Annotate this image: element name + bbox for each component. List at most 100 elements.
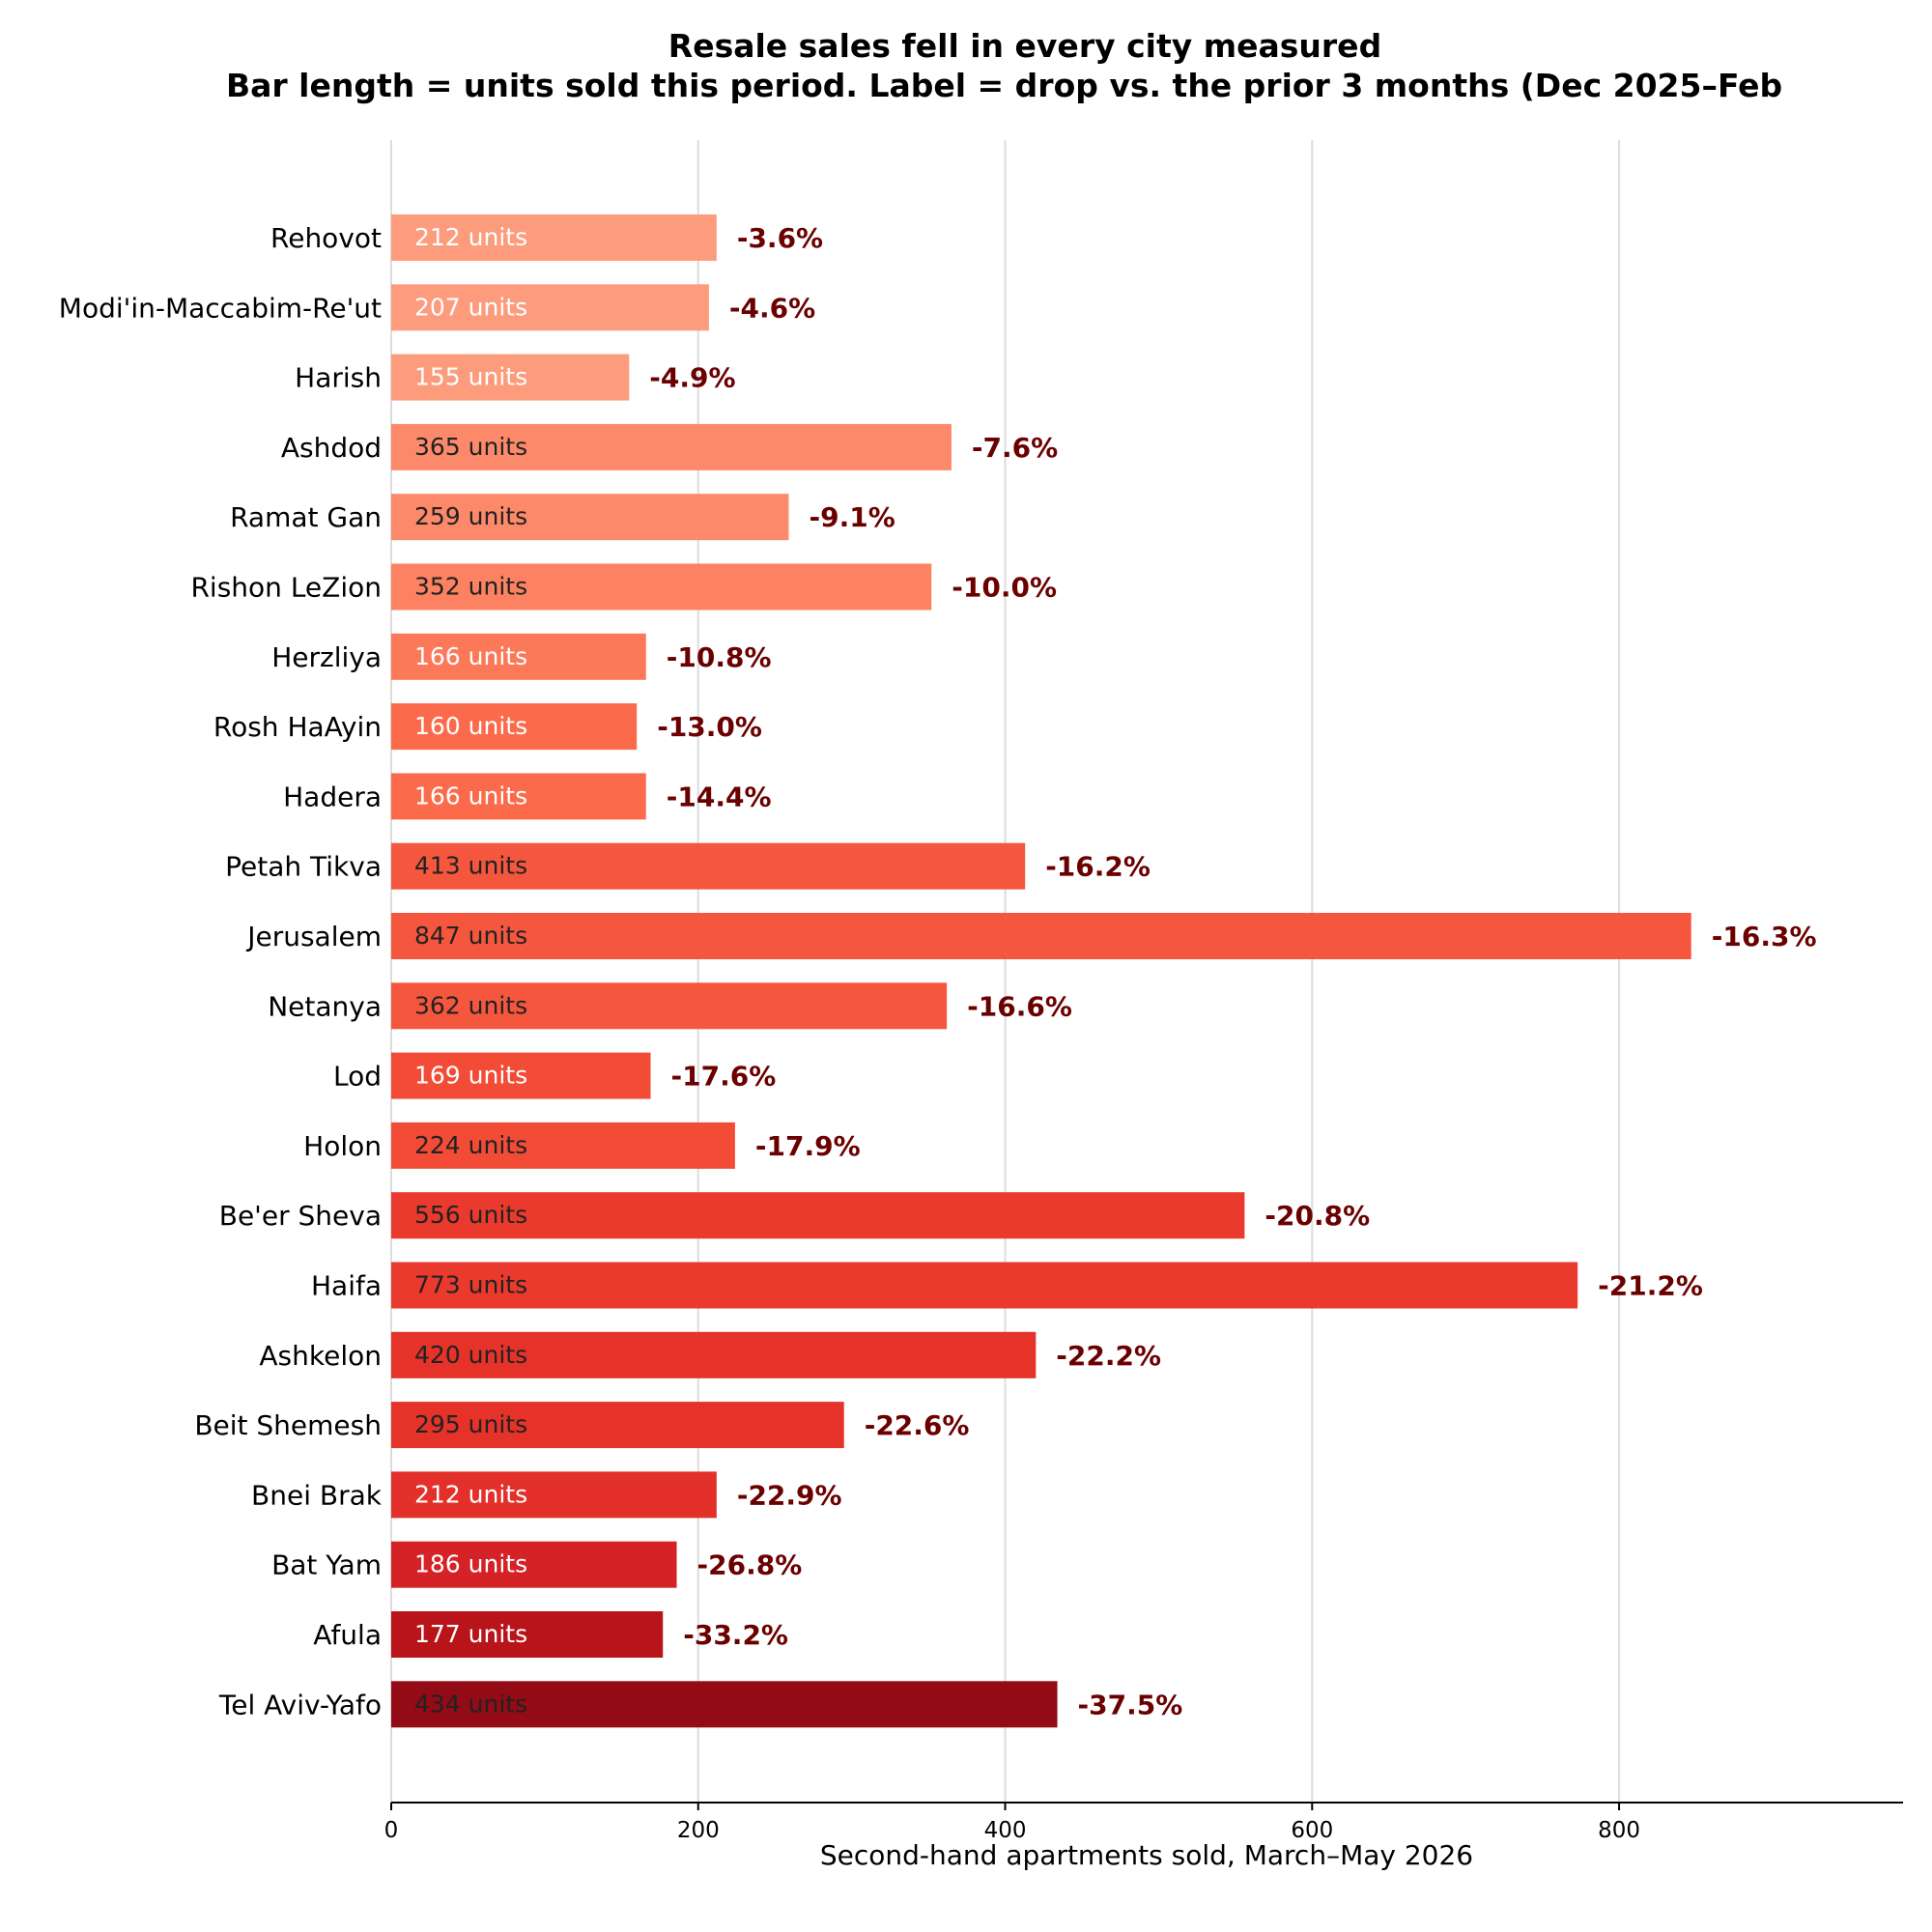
units-label: 259 units — [414, 502, 527, 530]
category-label: Lod — [333, 1061, 382, 1093]
units-label: 773 units — [414, 1271, 527, 1299]
change-label: -22.6% — [865, 1409, 970, 1441]
bar — [391, 1052, 651, 1099]
change-label: -14.4% — [667, 781, 772, 812]
units-label: 212 units — [414, 223, 527, 251]
bar — [391, 423, 952, 470]
units-label: 362 units — [414, 991, 527, 1019]
change-label: -13.0% — [657, 711, 762, 743]
change-label: -10.8% — [667, 641, 772, 673]
category-label: Ashkelon — [259, 1340, 382, 1372]
change-label: -20.8% — [1264, 1200, 1370, 1232]
units-label: 556 units — [414, 1201, 527, 1229]
category-label: Haifa — [311, 1270, 382, 1302]
category-label: Tel Aviv-Yafo — [218, 1689, 382, 1720]
change-label: -7.6% — [972, 432, 1058, 464]
category-label: Hadera — [283, 781, 382, 812]
bar-labels: Rehovot 212 units -3.6% Modi'in-Maccabim-Re… — [59, 222, 1817, 1720]
change-label: -33.2% — [683, 1619, 788, 1651]
x-tick-label: 200 — [677, 1818, 720, 1843]
change-label: -17.9% — [755, 1130, 861, 1162]
bar — [391, 563, 932, 611]
category-label: Herzliya — [271, 641, 382, 673]
change-label: -16.3% — [1712, 921, 1817, 952]
category-label: Jerusalem — [245, 921, 382, 952]
bars — [391, 214, 1691, 1728]
bar — [391, 354, 630, 401]
gridlines — [390, 140, 1621, 1803]
bar — [391, 1681, 1058, 1728]
units-label: 434 units — [414, 1690, 527, 1718]
x-tick-label: 600 — [1291, 1818, 1333, 1843]
units-label: 224 units — [414, 1131, 527, 1159]
category-label: Rishon LeZion — [190, 572, 382, 604]
bar — [391, 1331, 1037, 1378]
chart-subtitle: Bar length = units sold this period. Lab… — [226, 67, 1782, 104]
category-label: Petah Tikva — [225, 851, 382, 883]
category-label: Ashdod — [281, 432, 382, 464]
category-label: Modi'in-Maccabim-Re'ut — [59, 292, 382, 324]
category-label: Holon — [303, 1130, 382, 1162]
change-label: -4.9% — [649, 362, 735, 394]
change-label: -21.2% — [1598, 1270, 1703, 1302]
units-label: 166 units — [414, 642, 527, 670]
bar — [391, 1402, 844, 1449]
x-tick-label: 0 — [384, 1818, 399, 1843]
bar — [391, 1611, 664, 1658]
bar — [391, 982, 948, 1030]
x-tick-label: 800 — [1598, 1818, 1640, 1843]
category-label: Beit Shemesh — [194, 1409, 382, 1441]
chart-title: Resale sales fell in every city measured — [668, 27, 1381, 65]
change-label: -16.6% — [967, 990, 1072, 1022]
units-label: 160 units — [414, 712, 527, 740]
category-label: Ramat Gan — [230, 501, 382, 533]
change-label: -10.0% — [952, 572, 1057, 604]
change-label: -3.6% — [737, 222, 823, 254]
change-label: -22.2% — [1056, 1340, 1161, 1372]
change-label: -16.2% — [1045, 851, 1151, 883]
bar — [391, 913, 1691, 959]
category-label: Bnei Brak — [251, 1479, 383, 1511]
category-label: Netanya — [268, 990, 382, 1022]
bar — [391, 1471, 717, 1519]
units-label: 212 units — [414, 1480, 527, 1508]
units-label: 207 units — [414, 293, 527, 321]
change-label: -22.9% — [737, 1479, 842, 1511]
units-label: 186 units — [414, 1550, 527, 1578]
units-label: 166 units — [414, 781, 527, 810]
bar — [391, 494, 789, 541]
units-label: 365 units — [414, 433, 527, 461]
category-label: Bat Yam — [271, 1549, 382, 1581]
units-label: 420 units — [414, 1341, 527, 1369]
bar — [391, 703, 638, 751]
bar — [391, 633, 646, 680]
units-label: 847 units — [414, 922, 527, 950]
bar — [391, 842, 1026, 890]
bar — [391, 1122, 735, 1169]
units-label: 295 units — [414, 1410, 527, 1438]
change-label: -37.5% — [1078, 1689, 1183, 1720]
bar — [391, 1192, 1245, 1239]
units-label: 352 units — [414, 573, 527, 601]
category-label: Be'er Sheva — [219, 1200, 382, 1232]
category-label: Rosh HaAyin — [213, 711, 382, 743]
bar — [391, 773, 646, 820]
category-label: Rehovot — [270, 222, 382, 254]
units-label: 177 units — [414, 1620, 527, 1648]
change-label: -9.1% — [810, 501, 895, 533]
x-tick-label: 400 — [984, 1818, 1027, 1843]
category-label: Harish — [295, 362, 382, 394]
change-label: -17.6% — [671, 1061, 777, 1093]
change-label: -4.6% — [729, 292, 815, 324]
units-label: 413 units — [414, 852, 527, 880]
units-label: 155 units — [414, 363, 527, 391]
units-label: 169 units — [414, 1062, 527, 1090]
bar — [391, 214, 717, 261]
change-label: -26.8% — [697, 1549, 803, 1581]
bar — [391, 1541, 677, 1588]
x-axis: 0 200 400 600 800 — [384, 1802, 1903, 1843]
bar — [391, 284, 709, 331]
category-label: Afula — [313, 1619, 382, 1651]
bar — [391, 1262, 1578, 1309]
